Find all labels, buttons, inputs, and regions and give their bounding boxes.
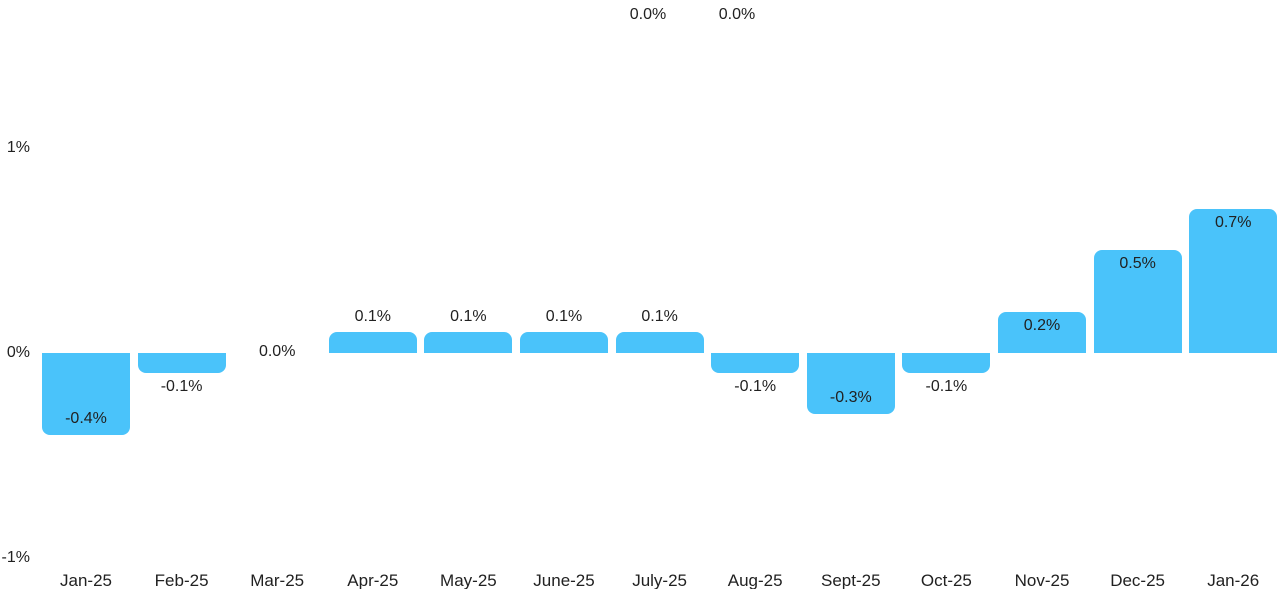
- bar[interactable]: [615, 332, 704, 353]
- y-axis-tick-label: -1%: [1, 548, 30, 566]
- bar[interactable]: [998, 311, 1086, 353]
- bar[interactable]: [328, 332, 417, 353]
- x-axis-label: Oct-25: [920, 571, 972, 589]
- bar-value-label: 0.1%: [354, 308, 392, 325]
- x-axis-label: May-25: [440, 571, 497, 589]
- bar-value-label: 0.1%: [545, 308, 583, 325]
- bar-value-label: -0.1%: [925, 378, 968, 395]
- x-axis-label: Jan-26: [1207, 571, 1260, 589]
- x-axis-label: Jan-25: [60, 571, 112, 589]
- x-axis-label: Feb-25: [154, 571, 209, 589]
- bar-value-label: 0.1%: [641, 308, 678, 325]
- y-axis-tick-label: 1%: [6, 138, 30, 156]
- x-axis-label: Nov-25: [1014, 571, 1070, 589]
- bar-value-label: 0.1%: [450, 308, 487, 325]
- bar-value-label: -0.3%: [829, 389, 872, 406]
- x-axis-label: Sept-25: [821, 571, 881, 589]
- x-axis-label: Dec-25: [1110, 571, 1165, 589]
- y-axis-tick-label: 0%: [6, 343, 30, 361]
- floating-value-label: 0.0%: [718, 6, 756, 23]
- x-axis-label: Mar-25: [250, 571, 305, 589]
- x-axis-label: July-25: [632, 571, 687, 589]
- bar-value-label: 0.0%: [258, 343, 296, 360]
- bar-value-label: -0.1%: [160, 378, 203, 395]
- x-axis-label: June-25: [533, 571, 595, 589]
- bar-value-label: 0.5%: [1119, 255, 1156, 272]
- x-axis-label: Aug-25: [727, 571, 783, 589]
- bar[interactable]: [902, 352, 991, 373]
- bar-value-label: 0.7%: [1214, 214, 1252, 231]
- bar[interactable]: [42, 352, 130, 435]
- bar[interactable]: [424, 332, 513, 353]
- bar[interactable]: [1093, 250, 1182, 353]
- bar-value-label: 0.2%: [1023, 316, 1061, 334]
- x-axis-label: Apr-25: [347, 571, 399, 589]
- bar[interactable]: [711, 352, 800, 373]
- floating-value-label: 0.0%: [629, 6, 667, 23]
- bar[interactable]: [520, 332, 608, 353]
- bar[interactable]: [806, 352, 895, 414]
- bar[interactable]: [1189, 209, 1278, 353]
- bar-value-label: -0.1%: [734, 378, 777, 395]
- bar-value-label: -0.4%: [65, 409, 107, 427]
- bar[interactable]: [137, 352, 226, 373]
